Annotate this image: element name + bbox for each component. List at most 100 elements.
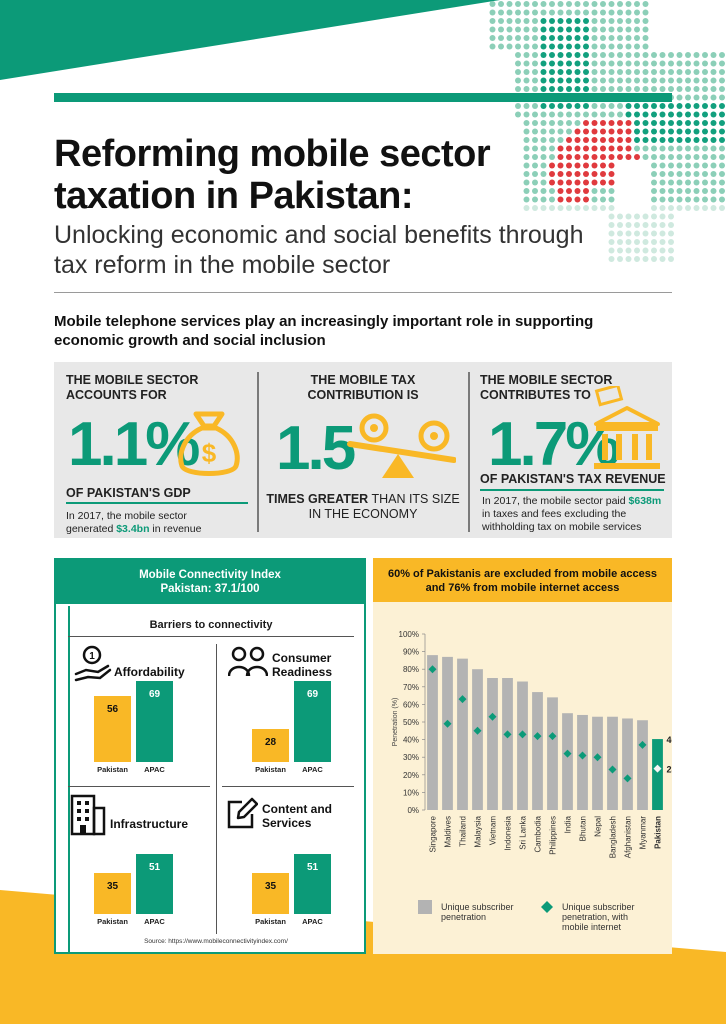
map-dot [583, 18, 589, 24]
map-dot [625, 239, 632, 245]
map-dot [651, 103, 657, 109]
map-dot [676, 111, 683, 118]
map-dot [566, 120, 572, 126]
map-dot [523, 1, 530, 7]
bar-bhutan [577, 714, 588, 810]
map-dot [532, 60, 538, 67]
data-label-dot: 23.5% [667, 765, 673, 775]
map-dot [583, 145, 589, 152]
map-dot [642, 230, 649, 237]
map-dot [532, 179, 538, 186]
map-dot [634, 18, 640, 24]
map-dot [659, 128, 666, 135]
map-dot [625, 43, 632, 50]
map-dot [642, 77, 649, 84]
bar-vietnam [487, 678, 498, 810]
map-dot [549, 103, 555, 109]
map-dot [676, 205, 683, 211]
map-dot [651, 52, 657, 58]
map-dot [642, 18, 649, 24]
map-dot [591, 154, 598, 160]
map-dot [515, 77, 521, 84]
map-dot [608, 154, 615, 160]
map-dot [719, 69, 725, 75]
map-dot [532, 120, 538, 126]
map-dot [515, 86, 521, 92]
y-tick-label: 50% [403, 718, 419, 727]
map-dot [642, 239, 649, 245]
map-dot [668, 69, 674, 75]
map-dot [608, 145, 615, 152]
stat-tax-value: 1.5 [276, 414, 356, 483]
x-tick-label: India [564, 815, 573, 833]
map-dot [515, 43, 521, 50]
map-dot [557, 1, 564, 7]
map-dot [659, 179, 666, 186]
bar-singapore [427, 655, 438, 810]
map-dot [583, 103, 589, 109]
map-dot [600, 179, 606, 186]
map-dot [719, 128, 725, 135]
map-dot [608, 205, 615, 211]
map-dot [676, 188, 683, 194]
map-dot [659, 230, 666, 237]
map-dot [710, 205, 717, 211]
map-dot [532, 52, 538, 58]
map-dot [659, 137, 666, 143]
map-dot [693, 137, 700, 143]
map-dot [540, 171, 547, 177]
map-dot [523, 145, 530, 152]
map-dot [651, 205, 657, 211]
map-dot [617, 26, 623, 33]
map-dot [608, 162, 615, 169]
map-dot [608, 247, 615, 254]
map-dot [668, 196, 674, 203]
map-dot [719, 137, 725, 143]
map-dot [685, 52, 691, 58]
map-dot [532, 77, 538, 84]
map-dot [583, 120, 589, 126]
map-dot [591, 111, 598, 118]
legend-label-internet: Unique subscriber penetration, with mobi… [562, 902, 635, 932]
map-dot [566, 18, 572, 24]
map-dot [625, 154, 632, 160]
map-dot [702, 86, 708, 92]
map-dot [600, 9, 606, 16]
map-dot [685, 188, 691, 194]
map-dot [642, 60, 649, 67]
map-dot [625, 86, 632, 92]
map-dot [642, 145, 649, 152]
map-dot [608, 26, 615, 33]
map-dot [710, 162, 717, 169]
map-dot [608, 213, 615, 220]
map-dot [693, 162, 700, 169]
dot-pakistan [653, 764, 662, 773]
bar-bangladesh [607, 716, 618, 810]
map-dot [625, 120, 632, 126]
map-dot [566, 77, 572, 84]
map-dot [659, 145, 666, 152]
decorative-triangle-top [0, 0, 500, 80]
dot-philippines [548, 732, 557, 741]
map-dot [676, 60, 683, 67]
map-dot [600, 205, 606, 211]
map-dot [591, 60, 598, 67]
map-dot [668, 145, 674, 152]
stat-tax-heading: THE MOBILE TAX CONTRIBUTION IS [307, 373, 419, 402]
map-dot [574, 171, 581, 177]
map-dot [642, 120, 649, 126]
map-dot [702, 145, 708, 152]
map-dot [659, 120, 666, 126]
bar-apac [136, 854, 173, 914]
dot-bangladesh [608, 765, 617, 774]
bar-apac-label: APAC [144, 917, 165, 926]
map-dot [549, 1, 555, 7]
seesaw-icon [347, 413, 456, 478]
map-dot [523, 205, 530, 211]
map-dot [549, 128, 555, 135]
intro-text: Mobile telephone services play an increa… [54, 313, 594, 349]
map-dot [540, 154, 547, 160]
map-dot [591, 43, 598, 50]
map-dot [651, 120, 657, 126]
map-dot [549, 205, 555, 211]
